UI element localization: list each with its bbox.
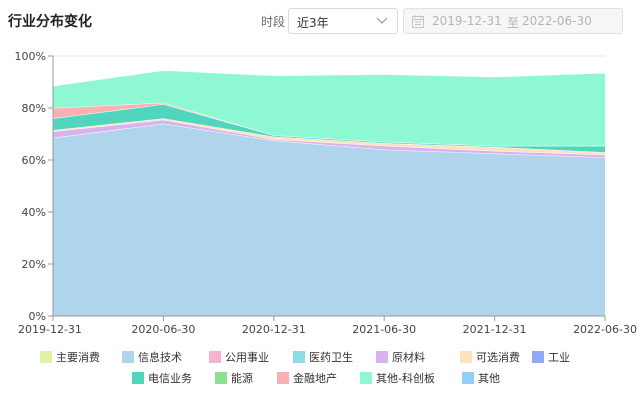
legend-swatch[interactable] [122, 351, 134, 363]
y-tick-label: 20% [22, 258, 46, 271]
legend-label[interactable]: 医药卫生 [309, 350, 353, 364]
legend-swatch[interactable] [215, 372, 227, 384]
legend-swatch[interactable] [209, 351, 221, 363]
date-start[interactable]: 2019-12-31 [432, 14, 502, 28]
legend-label[interactable]: 主要消费 [56, 350, 100, 364]
legend-label[interactable]: 可选消费 [476, 350, 520, 364]
legend-swatch[interactable] [532, 351, 544, 363]
legend-swatch[interactable] [293, 351, 305, 363]
x-tick-label: 2022-06-30 [573, 323, 637, 336]
legend-swatch[interactable] [460, 351, 472, 363]
chart-title: 行业分布变化 [8, 14, 92, 30]
y-tick-label: 100% [15, 50, 46, 63]
legend-swatch[interactable] [132, 372, 144, 384]
legend-swatch[interactable] [277, 372, 289, 384]
legend-label[interactable]: 原材料 [392, 350, 425, 364]
area-series-edge-5 [52, 69, 606, 87]
y-tick-label: 80% [22, 102, 46, 115]
calendar-icon [412, 15, 424, 28]
x-tick-label: 2019-12-31 [18, 323, 82, 336]
y-tick-label: 60% [22, 154, 46, 167]
x-tick-label: 2020-12-31 [242, 323, 306, 336]
area-series-2[interactable] [53, 118, 605, 155]
date-separator: 至 [507, 16, 520, 30]
legend-swatch[interactable] [462, 372, 474, 384]
period-select[interactable]: 近3年 [288, 8, 398, 34]
legend-swatch[interactable] [360, 372, 372, 384]
area-series-1[interactable] [53, 119, 605, 158]
area-series-0[interactable] [53, 123, 605, 316]
period-select-value: 近3年 [297, 16, 329, 30]
legend-label[interactable]: 电信业务 [148, 372, 192, 385]
date-end[interactable]: 2022-06-30 [522, 14, 592, 28]
area-series-4[interactable] [53, 102, 605, 146]
x-tick-label: 2021-12-31 [463, 323, 527, 336]
y-tick-label: 40% [22, 206, 46, 219]
legend-label[interactable]: 工业 [548, 351, 570, 364]
legend-swatch[interactable] [40, 351, 52, 363]
legend-label[interactable]: 金融地产 [293, 371, 337, 385]
chevron-down-icon [376, 17, 388, 24]
legend-label[interactable]: 其他-科创板 [376, 371, 435, 385]
legend-label[interactable]: 其他 [478, 372, 500, 385]
legend-label[interactable]: 公用事业 [225, 351, 269, 364]
area-series-3[interactable] [53, 104, 605, 153]
date-range-picker[interactable]: 2019-12-31 至 2022-06-30 [403, 8, 623, 34]
legend-swatch[interactable] [376, 351, 388, 363]
x-tick-label: 2021-06-30 [352, 323, 416, 336]
area-series-5[interactable] [53, 70, 605, 146]
legend-label[interactable]: 信息技术 [138, 350, 182, 364]
y-tick-label: 0% [29, 310, 46, 323]
period-label: 时段 [261, 15, 286, 29]
x-tick-label: 2020-06-30 [131, 323, 195, 336]
legend-label[interactable]: 能源 [231, 371, 253, 385]
